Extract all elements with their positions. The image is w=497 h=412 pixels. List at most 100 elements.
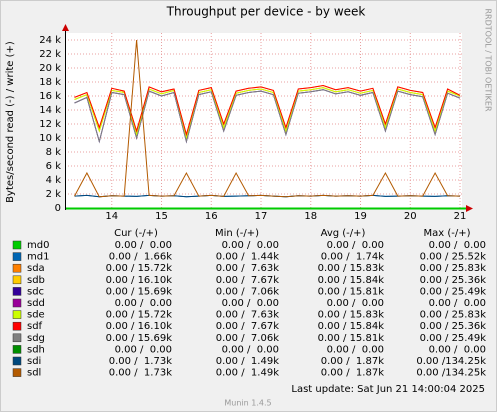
chart-title: Throughput per device - by week	[166, 5, 366, 19]
legend-header: Min (-/+)	[215, 228, 259, 239]
legend-swatch	[12, 287, 22, 296]
x-tick-label: 20	[404, 211, 417, 222]
legend-label: sdb	[27, 275, 45, 286]
legend: Cur (-/+) Min (-/+) Avg (-/+) Max (-/+) md0 0…	[12, 228, 487, 379]
legend-swatch	[12, 333, 22, 343]
legend-stat: 0.00 / 25.83k	[420, 263, 487, 274]
legend-stat: 0.00 / 7.67k	[216, 275, 279, 286]
legend-swatch	[12, 321, 22, 331]
legend-stat: 0.00 /134.25k	[416, 368, 486, 379]
legend-stat: 0.00 / 15.81k	[318, 333, 385, 344]
series-line	[74, 89, 461, 144]
y-tick-label: 24 k	[39, 35, 61, 46]
legend-swatch	[12, 310, 22, 319]
legend-swatch	[12, 298, 22, 308]
legend-label: sdd	[27, 298, 45, 309]
legend-label: sdf	[27, 321, 43, 332]
legend-stat: 0.00 / 1.87k	[321, 368, 384, 379]
series-line	[74, 39, 461, 198]
legend-stat: 0.00 / 0.00	[115, 344, 172, 355]
legend-stat: 0.00 / 15.69k	[106, 333, 173, 344]
legend-stat: 0.00 / 1.87k	[321, 356, 384, 367]
legend-stat: 0.00 / 0.00	[222, 344, 279, 355]
y-tick-label: 22 k	[39, 49, 61, 60]
legend-header: Max (-/+)	[423, 228, 470, 239]
legend-stat: 0.00 / 25.83k	[420, 310, 487, 321]
legend-label: sdi	[27, 356, 41, 367]
y-tick-label: 8 k	[46, 147, 62, 158]
legend-stat: 0.00 / 7.06k	[216, 286, 279, 297]
legend-stat: 0.00 / 7.67k	[216, 321, 279, 332]
legend-stat: 0.00 / 15.83k	[318, 263, 385, 274]
legend-swatch	[12, 240, 22, 250]
series-line	[74, 87, 461, 140]
x-tick-label: 21	[454, 211, 467, 222]
series-line	[74, 84, 461, 137]
last-update: Last update: Sat Jun 21 14:00:04 2025	[291, 384, 485, 395]
x-tick-label: 14	[105, 211, 118, 222]
axis-arrow	[466, 205, 473, 212]
y-tick-label: 14 k	[39, 105, 61, 116]
legend-stat: 0.00 / 7.06k	[216, 333, 279, 344]
legend-stat: 0.00 / 15.69k	[106, 286, 173, 297]
y-tick-label: 18 k	[39, 77, 61, 88]
x-tick-label: 17	[255, 211, 268, 222]
y-tick-label: 20 k	[39, 63, 61, 74]
x-tick-label: 16	[205, 211, 218, 222]
legend-stat: 0.00 / 15.81k	[318, 286, 385, 297]
footer: Munin 1.4.5	[224, 399, 271, 408]
x-tick-label: 15	[155, 211, 168, 222]
legend-header: Avg (-/+)	[321, 228, 366, 239]
y-tick-label: 16 k	[39, 91, 61, 102]
legend-stat: 0.00 / 1.74k	[321, 252, 384, 263]
x-tick-label: 18	[304, 211, 317, 222]
y-tick-label: 6 k	[46, 161, 62, 172]
legend-stat: 0.00 / 0.00	[222, 298, 279, 309]
side-label: RRDTOOL / TOBI OETIKER	[484, 8, 493, 111]
legend-swatch	[12, 345, 22, 354]
y-tick-label: 4 k	[46, 175, 62, 186]
legend-swatch	[12, 263, 22, 273]
legend-stat: 0.00 / 1.49k	[216, 356, 279, 367]
legend-stat: 0.00 / 15.72k	[106, 310, 173, 321]
legend-stat: 0.00 / 7.63k	[216, 310, 279, 321]
y-tick-label: 0	[55, 203, 61, 214]
legend-stat: 0.00 / 16.10k	[106, 275, 173, 286]
legend-stat: 0.00 / 15.72k	[106, 263, 173, 274]
legend-stat: 0.00 / 15.84k	[318, 275, 385, 286]
legend-stat: 0.00 / 16.10k	[106, 321, 173, 332]
legend-stat: 0.00 /134.25k	[416, 356, 486, 367]
legend-label: sdh	[27, 344, 45, 355]
legend-stat: 0.00 / 7.63k	[216, 263, 279, 274]
legend-stat: 0.00 / 25.49k	[420, 286, 487, 297]
legend-label: sdl	[27, 368, 41, 379]
legend-stat: 0.00 / 0.00	[222, 240, 279, 251]
legend-stat: 0.00 / 1.73k	[109, 356, 172, 367]
legend-label: sde	[27, 310, 45, 321]
legend-label: sdc	[27, 286, 44, 297]
legend-stat: 0.00 / 0.00	[429, 298, 486, 309]
legend-stat: 0.00 / 0.00	[115, 298, 172, 309]
legend-header: Cur (-/+)	[114, 228, 158, 239]
y-tick-label: 10 k	[39, 133, 61, 144]
y-tick-label: 2 k	[46, 189, 62, 200]
legend-swatch	[12, 368, 22, 377]
legend-stat: 0.00 / 0.00	[327, 298, 384, 309]
legend-label: md0	[27, 240, 49, 251]
legend-stat: 0.00 / 1.73k	[109, 368, 172, 379]
plot-area	[65, 33, 462, 208]
legend-label: md1	[27, 252, 49, 263]
legend-stat: 0.00 / 25.36k	[420, 321, 487, 332]
legend-stat: 0.00 / 0.00	[115, 240, 172, 251]
legend-label: sdg	[27, 333, 45, 344]
legend-stat: 0.00 / 0.00	[327, 240, 384, 251]
legend-stat: 0.00 / 15.83k	[318, 310, 385, 321]
legend-swatch	[12, 356, 22, 366]
legend-stat: 0.00 / 1.66k	[109, 252, 172, 263]
x-tick-label: 19	[354, 211, 367, 222]
legend-label: sda	[27, 263, 45, 274]
y-tick-label: 12 k	[39, 119, 61, 130]
legend-stat: 0.00 / 0.00	[429, 344, 486, 355]
legend-stat: 0.00 / 0.00	[429, 240, 486, 251]
